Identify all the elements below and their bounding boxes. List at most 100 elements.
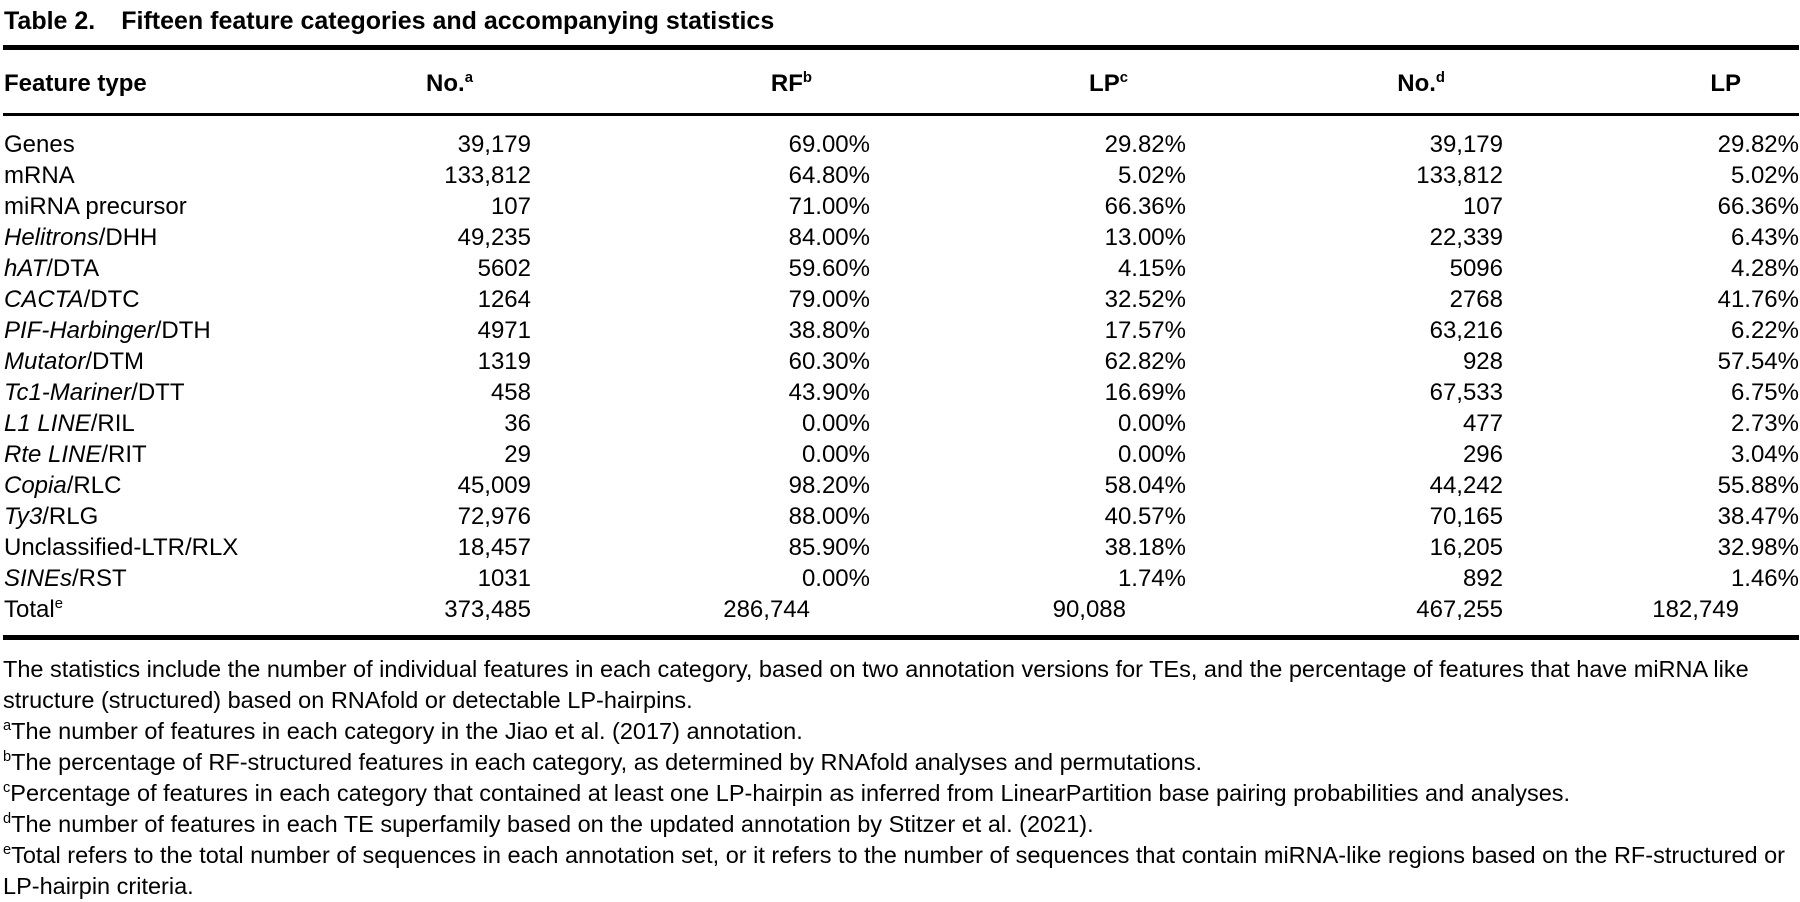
value-cell-lp_c: 38.18%	[1104, 534, 1186, 561]
value-cell-lp_c: 62.82%	[1104, 348, 1186, 375]
value-cell-lp_c: 58.04%	[1104, 472, 1186, 499]
header-row: Feature type No.a RFb LPc No.d LP	[3, 47, 1799, 116]
feature-type-cell: Totale	[4, 596, 63, 623]
value-cell-no_d: 2768	[1449, 286, 1503, 313]
value-cell-lp: 2.73%	[1730, 410, 1799, 437]
table-row: Helitrons/DHH 49,235 84.00% 13.00% 22,339 6.4…	[3, 222, 1799, 253]
footnote-general: The statistics include the number of ind…	[3, 654, 1794, 716]
value-cell-no_a: 107	[490, 193, 531, 220]
col-header-feature-type: Feature type	[3, 47, 333, 116]
value-cell-lp_c: 0.00%	[1117, 441, 1186, 468]
value-cell-no_a: 4971	[477, 317, 531, 344]
value-cell-lp_c: 40.57%	[1104, 503, 1186, 530]
value-cell-lp: 38.47%	[1717, 503, 1799, 530]
value-cell-no_a: 1319	[477, 348, 531, 375]
value-cell-rf: 69.00%	[788, 131, 870, 158]
footnote-text: Total refers to the total number of sequ…	[3, 842, 1786, 899]
value-cell-lp: 55.88%	[1717, 472, 1799, 499]
table-title: Table 2. Fifteen feature categories and a…	[3, 5, 1798, 45]
col-header-lp: LP	[1503, 47, 1799, 116]
table-row: Mutator/DTM 1319 60.30% 62.82% 928 57.54%	[3, 346, 1799, 377]
value-cell-no_d: 107	[1462, 193, 1503, 220]
value-cell-no_d: 5096	[1449, 255, 1503, 282]
table-row: miRNA precursor 107 71.00% 66.36% 107 66.36%	[3, 191, 1799, 222]
footnote-text: The percentage of RF-structured features…	[11, 749, 1202, 775]
value-cell-lp: 6.43%	[1730, 224, 1799, 251]
value-cell-no_d: 133,812	[1416, 162, 1503, 189]
feature-type-cell: Copia/RLC	[4, 472, 122, 499]
value-cell-lp_c: 32.52%	[1104, 286, 1186, 313]
value-cell-lp: 66.36%	[1717, 193, 1799, 220]
value-cell-lp_c: 5.02%	[1117, 162, 1186, 189]
feature-type-cell: Tc1-Mariner/DTT	[4, 379, 185, 406]
value-cell-no_a: 373,485	[444, 596, 531, 623]
value-cell-lp: 41.76%	[1717, 286, 1799, 313]
value-cell-no_a: 29	[504, 441, 531, 468]
value-cell-lp: 57.54%	[1717, 348, 1799, 375]
table-row: Copia/RLC 45,009 98.20% 58.04% 44,242 55.88%	[3, 470, 1799, 501]
value-cell-rf: 0.00%	[801, 441, 870, 468]
feature-type-cell: Ty3/RLG	[4, 503, 99, 530]
col-header-sup: d	[1435, 70, 1445, 86]
footnote-marker: d	[3, 811, 12, 828]
footnote-b: bThe percentage of RF-structured feature…	[3, 747, 1794, 778]
table-row: CACTA/DTC 1264 79.00% 32.52% 2768 41.76%	[3, 284, 1799, 315]
value-cell-no_a: 49,235	[457, 224, 531, 251]
footnote-d: dThe number of features in each TE super…	[3, 809, 1794, 840]
col-header-label: RF	[770, 70, 803, 97]
value-cell-no_d: 16,205	[1429, 534, 1503, 561]
value-cell-lp_c: 29.82%	[1104, 131, 1186, 158]
feature-type-cell: SINEs/RST	[4, 565, 127, 592]
footnote-a: aThe number of features in each category…	[3, 716, 1794, 747]
col-header-rf-b: RFb	[531, 47, 870, 116]
value-cell-no_d: 63,216	[1429, 317, 1503, 344]
value-cell-rf: 84.00%	[788, 224, 870, 251]
value-cell-lp: 6.75%	[1730, 379, 1799, 406]
value-cell-no_a: 1031	[477, 565, 531, 592]
col-header-sup: a	[464, 70, 473, 86]
value-cell-no_d: 39,179	[1429, 131, 1503, 158]
value-cell-rf: 79.00%	[788, 286, 870, 313]
feature-type-cell: Mutator/DTM	[4, 348, 145, 375]
footnote-marker: b	[3, 749, 12, 766]
table-row: Ty3/RLG 72,976 88.00% 40.57% 70,165 38.47%	[3, 501, 1799, 532]
feature-type-cell: Rte LINE/RIT	[4, 441, 147, 468]
feature-type-cell: Genes	[4, 131, 75, 158]
footnote-e: eTotal refers to the total number of seq…	[3, 840, 1794, 902]
col-header-label: LP	[1710, 70, 1741, 97]
table-row: Tc1-Mariner/DTT 458 43.90% 16.69% 67,533 6.75…	[3, 377, 1799, 408]
col-header-label: LP	[1089, 70, 1120, 97]
value-cell-no_d: 70,165	[1429, 503, 1503, 530]
col-header-label: No.	[1397, 70, 1436, 97]
col-header-no-d: No.d	[1186, 47, 1503, 116]
col-header-sup: b	[802, 70, 812, 86]
value-cell-rf: 0.00%	[801, 410, 870, 437]
statistics-table: Feature type No.a RFb LPc No.d LP Genes 3…	[3, 45, 1799, 640]
footnote-text: The statistics include the number of ind…	[3, 656, 1749, 713]
value-cell-no_d: 892	[1462, 565, 1503, 592]
col-header-label: No.	[426, 70, 465, 97]
value-cell-no_d: 67,533	[1429, 379, 1503, 406]
footnote-marker: a	[3, 718, 12, 735]
value-cell-lp: 182,749	[1652, 596, 1739, 623]
table-row: SINEs/RST 1031 0.00% 1.74% 892 1.46%	[3, 563, 1799, 594]
value-cell-lp: 32.98%	[1717, 534, 1799, 561]
col-header-label: Feature type	[4, 70, 147, 97]
value-cell-lp_c: 0.00%	[1117, 410, 1186, 437]
table-number: Table 2.	[4, 7, 96, 35]
value-cell-no_a: 36	[504, 410, 531, 437]
value-cell-rf: 38.80%	[788, 317, 870, 344]
value-cell-lp_c: 13.00%	[1104, 224, 1186, 251]
feature-type-cell: hAT/DTA	[4, 255, 100, 282]
table-caption: Fifteen feature categories and accompany…	[121, 7, 775, 35]
feature-type-cell: CACTA/DTC	[4, 286, 140, 313]
value-cell-no_d: 477	[1462, 410, 1503, 437]
value-cell-no_a: 39,179	[457, 131, 531, 158]
value-cell-lp: 1.46%	[1730, 565, 1799, 592]
col-header-no-a: No.a	[333, 47, 531, 116]
table-row: Rte LINE/RIT 29 0.00% 0.00% 296 3.04%	[3, 439, 1799, 470]
feature-type-cell: Unclassified-LTR/RLX	[4, 534, 239, 561]
footnotes: The statistics include the number of ind…	[3, 654, 1798, 902]
footnote-marker: e	[3, 842, 12, 859]
